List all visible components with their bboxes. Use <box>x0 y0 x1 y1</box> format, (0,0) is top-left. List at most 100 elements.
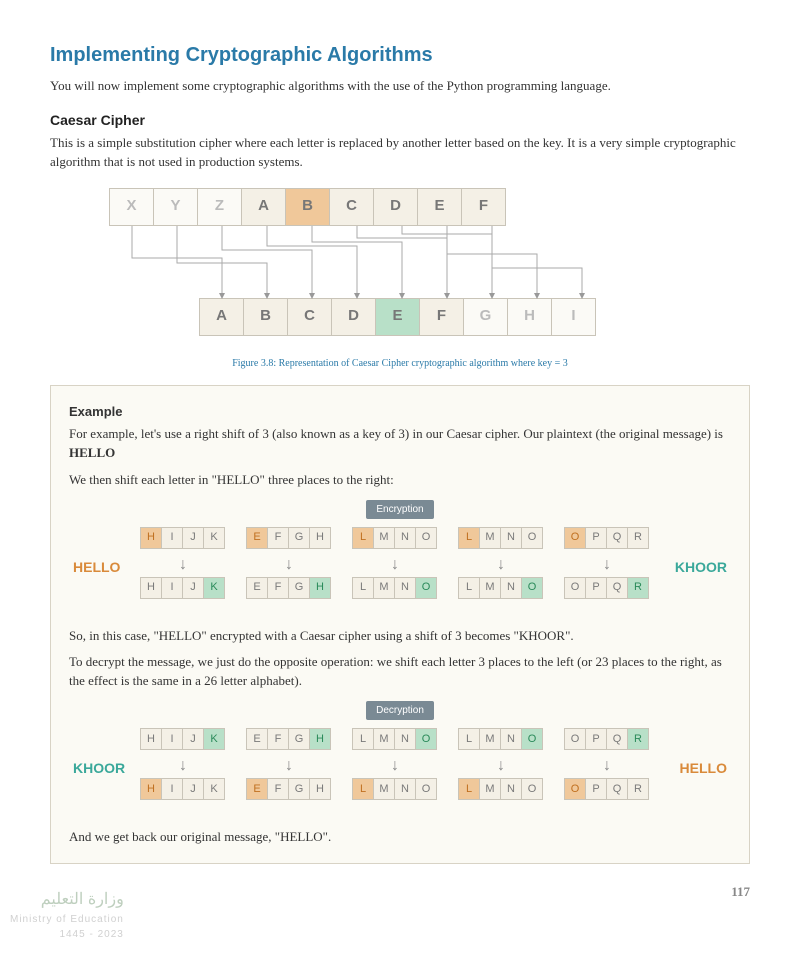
shift-cell: H <box>309 728 331 750</box>
diagram-cell: C <box>287 298 332 336</box>
down-arrow-icon: ↓ <box>179 754 187 778</box>
shift-cell: O <box>564 778 586 800</box>
example-p4: To decrypt the message, we just do the o… <box>69 653 731 691</box>
diagram-cell: A <box>199 298 244 336</box>
shift-cell: J <box>182 728 204 750</box>
down-arrow-icon: ↓ <box>285 754 293 778</box>
shift-cell: O <box>415 527 437 549</box>
shift-cell: H <box>140 728 162 750</box>
encryption-diagram: HELLO KHOOR HIJKHIJK↓EFGHEFGH↓LMNOLMNO↓L… <box>69 521 731 617</box>
shift-cell: F <box>267 728 289 750</box>
shift-cell: K <box>203 778 225 800</box>
shift-cell: L <box>352 527 374 549</box>
watermark-main: وزارة التعليم <box>41 891 124 908</box>
diagram-cell: E <box>417 188 462 226</box>
example-p1-bold: HELLO <box>69 445 115 460</box>
shift-cell: I <box>161 778 183 800</box>
diagram-cell: H <box>507 298 552 336</box>
plaintext-word-2: HELLO <box>680 758 727 779</box>
shift-cell: Q <box>606 728 628 750</box>
shift-cell: E <box>246 527 268 549</box>
down-arrow-icon: ↓ <box>179 553 187 577</box>
diagram-cell: Z <box>197 188 242 226</box>
shift-cell: O <box>415 577 437 599</box>
shift-cell: P <box>585 527 607 549</box>
ciphertext-word: KHOOR <box>675 557 727 578</box>
shift-cell: O <box>415 778 437 800</box>
diagram-cell: A <box>241 188 286 226</box>
diagram-cell: G <box>463 298 508 336</box>
shift-cell: O <box>521 527 543 549</box>
shift-cell: E <box>246 577 268 599</box>
page-title: Implementing Cryptographic Algorithms <box>50 40 750 70</box>
diagram-cell: F <box>419 298 464 336</box>
shift-cell: L <box>352 728 374 750</box>
shift-cell: R <box>627 527 649 549</box>
watermark-sub2: 2023 - 1445 <box>10 927 124 942</box>
diagram-cell: E <box>375 298 420 336</box>
diagram-cell: F <box>461 188 506 226</box>
shift-cell: J <box>182 527 204 549</box>
down-arrow-icon: ↓ <box>391 553 399 577</box>
ciphertext-word-2: KHOOR <box>73 758 125 779</box>
shift-cell: O <box>564 728 586 750</box>
diagram-cell: C <box>329 188 374 226</box>
shift-cell: O <box>415 728 437 750</box>
shift-cell: N <box>394 778 416 800</box>
shift-cell: M <box>479 728 501 750</box>
shift-cell: G <box>288 577 310 599</box>
down-arrow-icon: ↓ <box>603 553 611 577</box>
shift-cell: Q <box>606 778 628 800</box>
example-p1: For example, let's use a right shift of … <box>69 425 731 463</box>
shift-cell: G <box>288 728 310 750</box>
shift-cell: K <box>203 728 225 750</box>
cipher-diagram: XYZABCDEF ABCDEFGHI <box>50 188 750 348</box>
shift-cell: P <box>585 778 607 800</box>
shift-cell: Q <box>606 527 628 549</box>
shift-cell: G <box>288 778 310 800</box>
shift-cell: I <box>161 527 183 549</box>
diagram-cell: B <box>285 188 330 226</box>
shift-cell: P <box>585 577 607 599</box>
encryption-label: Encryption <box>366 500 433 519</box>
down-arrow-icon: ↓ <box>285 553 293 577</box>
shift-cell: L <box>458 577 480 599</box>
shift-cell: M <box>373 778 395 800</box>
example-p3: So, in this case, "HELLO" encrypted with… <box>69 627 731 646</box>
shift-cell: M <box>479 577 501 599</box>
shift-cell: F <box>267 577 289 599</box>
shift-cell: R <box>627 778 649 800</box>
down-arrow-icon: ↓ <box>497 754 505 778</box>
watermark: وزارة التعليم Ministry of Education 2023… <box>10 888 124 942</box>
shift-cell: Q <box>606 577 628 599</box>
shift-cell: H <box>140 527 162 549</box>
shift-cell: H <box>140 778 162 800</box>
example-p5: And we get back our original message, "H… <box>69 828 731 847</box>
shift-cell: H <box>309 577 331 599</box>
shift-cell: M <box>373 728 395 750</box>
shift-cell: O <box>521 778 543 800</box>
example-heading: Example <box>69 402 731 422</box>
shift-cell: F <box>267 527 289 549</box>
section-body: This is a simple substitution cipher whe… <box>50 133 750 172</box>
shift-cell: I <box>161 577 183 599</box>
diagram-cell: D <box>373 188 418 226</box>
shift-cell: R <box>627 728 649 750</box>
page-number: 117 <box>50 882 750 902</box>
shift-cell: L <box>458 728 480 750</box>
decryption-label: Decryption <box>366 701 434 720</box>
shift-cell: O <box>564 527 586 549</box>
shift-cell: L <box>352 577 374 599</box>
shift-cell: F <box>267 778 289 800</box>
shift-cell: H <box>309 778 331 800</box>
example-p1-text: For example, let's use a right shift of … <box>69 426 723 441</box>
figure-caption: Figure 3.8: Representation of Caesar Cip… <box>50 356 750 371</box>
shift-cell: K <box>203 577 225 599</box>
intro-text: You will now implement some cryptographi… <box>50 76 750 96</box>
plaintext-word: HELLO <box>73 557 120 578</box>
shift-cell: E <box>246 778 268 800</box>
shift-cell: H <box>309 527 331 549</box>
down-arrow-icon: ↓ <box>391 754 399 778</box>
shift-cell: M <box>479 778 501 800</box>
down-arrow-icon: ↓ <box>497 553 505 577</box>
